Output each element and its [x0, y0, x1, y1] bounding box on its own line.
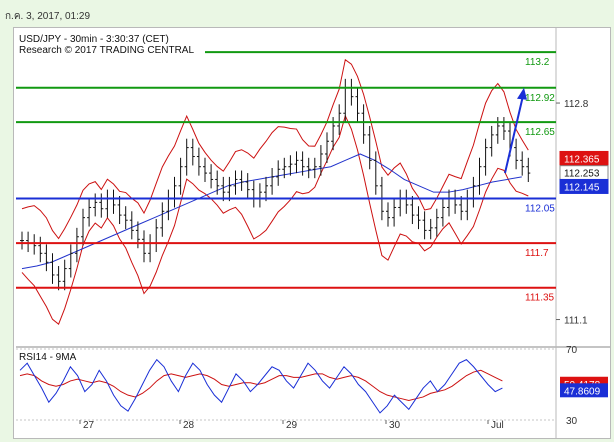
chart-title: USD/JPY - 30min - 3:30:37 (CET) — [19, 34, 169, 45]
x-tick-label: 29 — [286, 420, 298, 431]
level-label: 111.35 — [525, 293, 555, 304]
bollinger-lower — [21, 114, 529, 325]
level-label: 112.92 — [525, 93, 555, 104]
chart-title-block: USD/JPY - 30min - 3:30:37 (CET)Research … — [19, 34, 194, 56]
bollinger-upper — [21, 58, 529, 240]
chart-frame — [13, 27, 611, 439]
forecast-arrow-line — [504, 95, 524, 174]
chart-subtitle: Research © 2017 TRADING CENTRAL — [19, 45, 194, 56]
y-tick-label: 112.8 — [564, 99, 589, 110]
rsi-line — [19, 358, 503, 414]
level-label: 113.2 — [525, 57, 550, 68]
timestamp: ก.ค. 3, 2017, 01:29 — [5, 11, 91, 22]
y-tick-label: 111.1 — [564, 316, 588, 327]
forecast-arrowhead — [517, 87, 527, 100]
rsi-badge-label: 47.8609 — [564, 386, 601, 397]
x-tick-label: 30 — [389, 420, 401, 431]
level-label: 111.7 — [525, 248, 549, 259]
price-badge-label: 112.365 — [564, 154, 600, 165]
rsi-ma-line — [19, 369, 503, 401]
rsi-tick-label: 30 — [566, 416, 578, 427]
level-label: 112.05 — [525, 204, 555, 215]
x-tick-label: 28 — [183, 420, 195, 431]
price-badge-label: 112.253 — [564, 169, 600, 180]
price-badge-label: 112.145 — [564, 182, 600, 193]
rsi-badge — [560, 383, 608, 398]
x-tick-label: 27 — [83, 420, 95, 431]
level-label: 112.65 — [525, 127, 555, 138]
price-badge — [559, 178, 609, 194]
rsi-tick-label: 70 — [566, 345, 578, 356]
rsi-title: RSI14 - 9MA — [19, 352, 77, 363]
x-tick-label: Jul — [491, 420, 504, 431]
